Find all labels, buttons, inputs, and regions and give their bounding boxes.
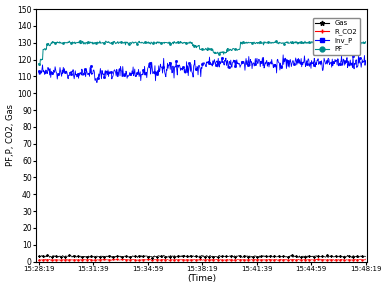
Y-axis label: PF,P, CO2, Gas: PF,P, CO2, Gas: [5, 104, 15, 166]
X-axis label: (Time): (Time): [187, 275, 216, 284]
Legend: Gas, R_CO2, Inv_P, PF: Gas, R_CO2, Inv_P, PF: [313, 18, 360, 55]
